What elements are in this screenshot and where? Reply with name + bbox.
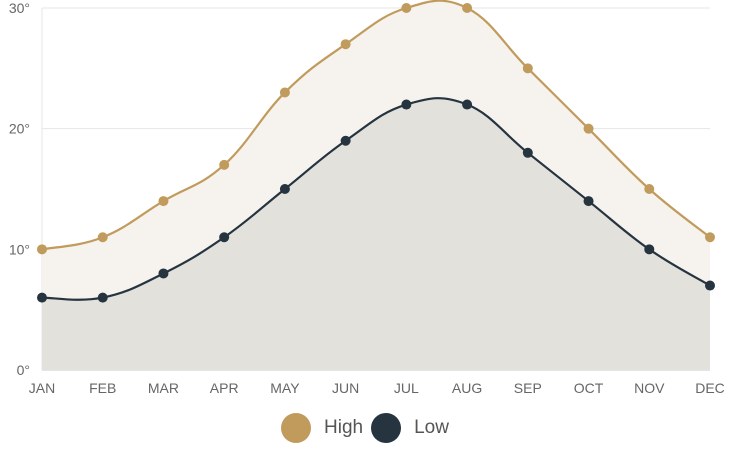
x-tick-label-feb: FEB [89, 380, 116, 396]
y-tick-label-0: 0° [17, 362, 30, 378]
point-low-may [279, 184, 290, 194]
point-high-nov [644, 184, 655, 194]
x-tick-label-jul: JUL [394, 380, 419, 396]
point-low-nov [644, 244, 655, 255]
point-high-sep [522, 63, 533, 74]
point-high-jul [401, 3, 412, 13]
points-low [37, 99, 715, 303]
y-tick-label-20: 20° [9, 121, 30, 137]
point-low-apr [219, 232, 230, 243]
point-high-may [279, 87, 290, 98]
x-tick-label-jun: JUN [332, 380, 359, 396]
legend-swatch-high [281, 413, 312, 443]
point-low-dec [705, 280, 715, 291]
point-low-jul [401, 99, 412, 110]
point-low-mar [158, 268, 169, 279]
legend-item-low[interactable]: Low [371, 413, 449, 443]
temperature-chart: 0° 10° 20° 30° JAN FEB MAR APR MAY JUN JUL AUG SEP OC… [9, 0, 725, 396]
x-tick-label-may: MAY [270, 380, 300, 396]
x-tick-label-apr: APR [210, 380, 239, 396]
x-tick-label-dec: DEC [695, 380, 725, 396]
point-high-jan [37, 244, 47, 255]
point-high-mar [158, 196, 169, 207]
point-high-apr [219, 159, 230, 170]
y-tick-label-10: 10° [9, 241, 30, 257]
x-tick-label-jan: JAN [29, 380, 55, 396]
point-low-oct [583, 196, 594, 207]
x-tick-label-mar: MAR [148, 380, 179, 396]
x-tick-label-nov: NOV [634, 380, 665, 396]
point-low-aug [462, 99, 473, 110]
legend-swatch-low [371, 413, 402, 443]
points-high [37, 3, 715, 255]
x-tick-label-sep: SEP [514, 380, 542, 396]
point-low-jan [37, 292, 47, 303]
chart-legend: High Low [0, 408, 730, 448]
legend-label-low: Low [414, 417, 449, 438]
point-high-feb [97, 232, 108, 243]
point-high-jun [340, 39, 351, 50]
point-low-jun [340, 135, 351, 146]
point-low-feb [97, 292, 108, 303]
point-high-oct [583, 123, 594, 134]
x-tick-label-aug: AUG [452, 380, 482, 396]
legend-item-high[interactable]: High [281, 413, 363, 443]
x-tick-label-oct: OCT [574, 380, 604, 396]
legend-label-high: High [324, 417, 364, 438]
y-tick-label-30: 30° [9, 0, 30, 16]
point-high-aug [462, 3, 473, 13]
point-high-dec [705, 232, 715, 243]
point-low-sep [522, 147, 533, 158]
